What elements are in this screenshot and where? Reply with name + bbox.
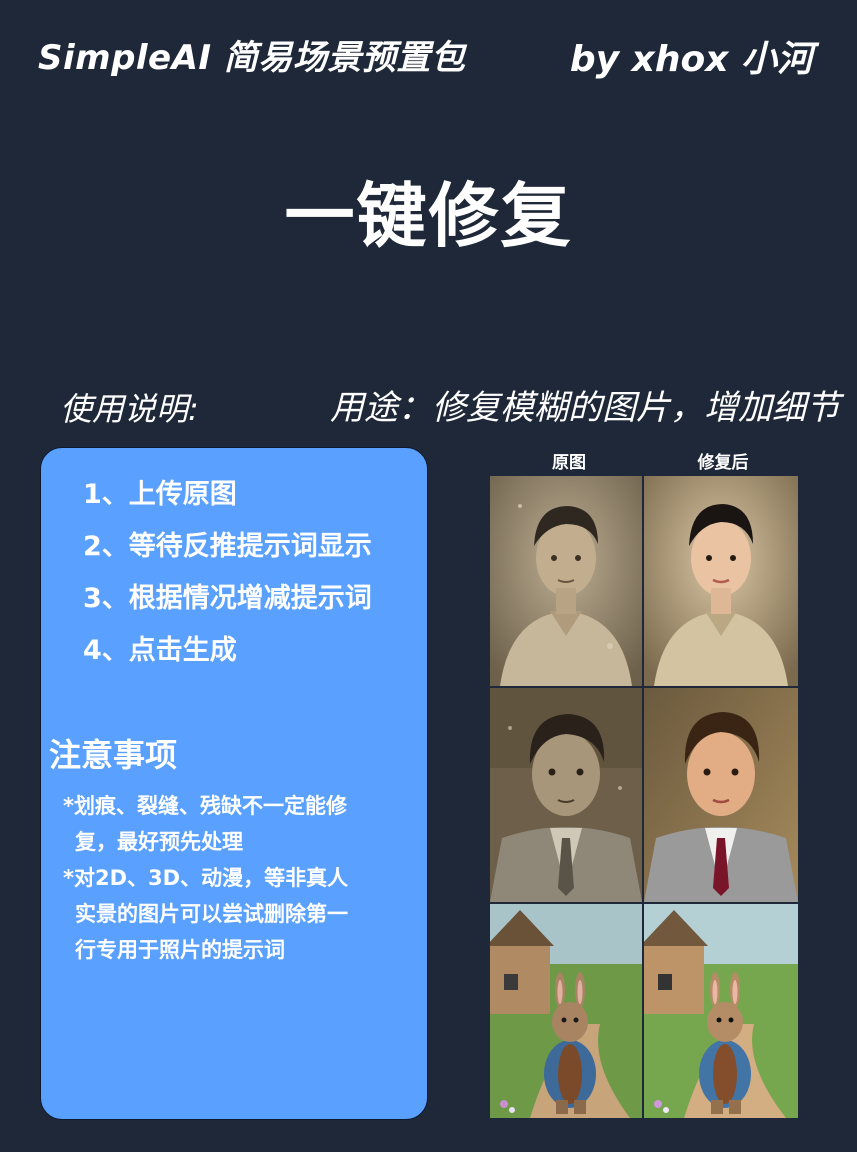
before-label: 原图 <box>552 453 586 473</box>
page-title: 一键修复 <box>284 175 573 257</box>
after-label: 修复后 <box>697 453 749 473</box>
steps-list: 1、上传原图 2、等待反推提示词显示 3、根据情况增减提示词 4、点击生成 <box>83 478 372 686</box>
comparison-grid <box>488 474 800 1118</box>
after-image-portrait-2 <box>644 688 798 902</box>
before-image-portrait-1 <box>490 476 642 686</box>
usage-label: 使用说明: <box>60 390 199 428</box>
notes-title: 注意事项 <box>49 736 178 774</box>
step-item: 3、根据情况增减提示词 <box>83 583 372 614</box>
note-line: *划痕、裂缝、残缺不一定能修 <box>63 794 347 818</box>
step-item: 1、上传原图 <box>83 479 237 510</box>
app-title: SimpleAI 简易场景预置包 <box>38 38 466 78</box>
before-image-portrait-2 <box>490 688 642 902</box>
step-item: 2、等待反推提示词显示 <box>83 531 372 562</box>
after-image-rabbit <box>644 904 798 1118</box>
notes-list: *划痕、裂缝、残缺不一定能修 复，最好预先处理 *对2D、3D、动漫，等非真人 … <box>63 788 413 968</box>
note-line: 实景的图片可以尝试删除第一 <box>75 902 348 926</box>
before-image-rabbit <box>490 904 642 1118</box>
after-image-portrait-1 <box>644 476 798 686</box>
note-line: *对2D、3D、动漫，等非真人 <box>63 866 349 890</box>
author-credit: by xhox 小河 <box>569 39 813 80</box>
purpose-text: 用途：修复模糊的图片，增加细节 <box>330 388 840 428</box>
note-line: 复，最好预先处理 <box>75 830 243 854</box>
instructions-card: 1、上传原图 2、等待反推提示词显示 3、根据情况增减提示词 4、点击生成 注意… <box>40 447 428 1120</box>
note-line: 行专用于照片的提示词 <box>75 938 285 962</box>
step-item: 4、点击生成 <box>83 635 237 666</box>
